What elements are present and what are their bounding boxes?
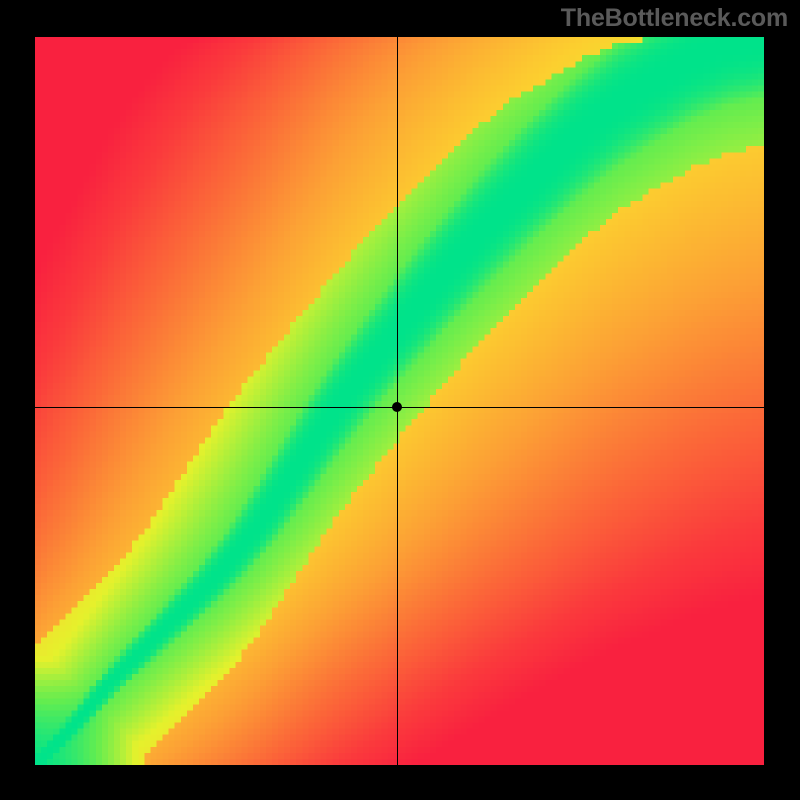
heatmap-canvas	[35, 37, 764, 765]
crosshair-marker	[392, 402, 402, 412]
chart-container: TheBottleneck.com	[0, 0, 800, 800]
watermark-text: TheBottleneck.com	[561, 0, 800, 43]
